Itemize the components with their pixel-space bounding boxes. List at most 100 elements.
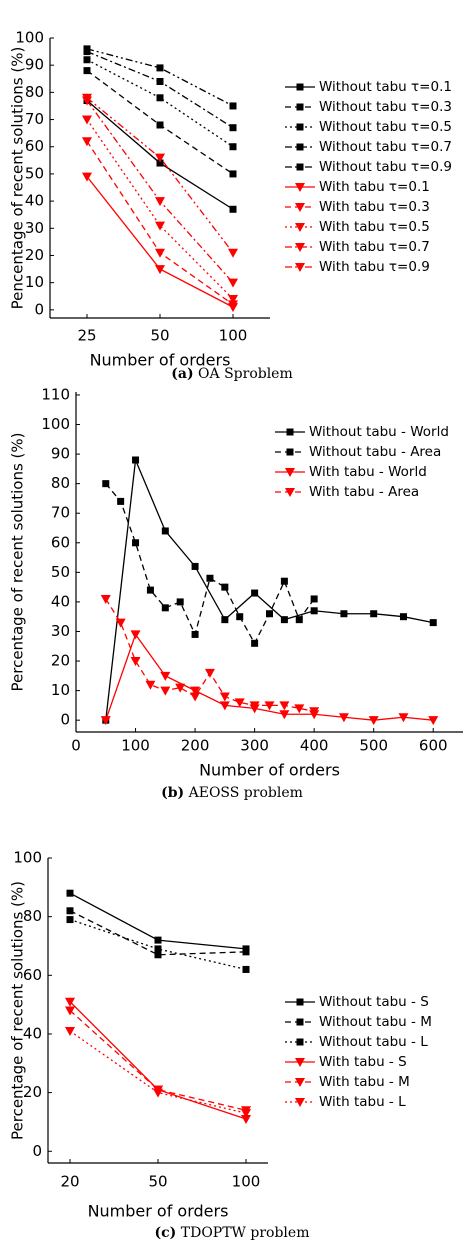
marker xyxy=(286,428,294,436)
caption-text: TDOPTW problem xyxy=(181,1225,310,1241)
y-tick-label: 20 xyxy=(51,652,70,670)
legend-label: With tabu - S xyxy=(319,1054,407,1070)
marker xyxy=(295,203,305,212)
marker xyxy=(310,595,318,603)
marker xyxy=(191,630,199,638)
marker xyxy=(234,698,245,708)
marker xyxy=(66,889,74,897)
marker xyxy=(295,616,303,624)
y-tick-label: 70 xyxy=(51,504,70,522)
marker xyxy=(241,1109,251,1119)
marker xyxy=(398,713,409,723)
chart: 0 10 20 30 40 50 60 70 80 90 100 25 50 100 Number of o… xyxy=(9,29,452,383)
y-tick-label: 80 xyxy=(25,83,44,101)
series-line xyxy=(69,910,247,956)
x-tick-label: 0 xyxy=(71,737,81,755)
series-line xyxy=(105,598,315,712)
marker xyxy=(219,692,230,702)
marker xyxy=(82,137,92,147)
marker xyxy=(338,713,349,723)
caption-label: (c) xyxy=(155,1225,177,1241)
marker xyxy=(83,45,91,53)
series-line xyxy=(86,97,234,254)
marker xyxy=(294,704,305,714)
legend-label: Without tabu τ=0.1 xyxy=(319,79,452,95)
legend-label: Without tabu τ=0.5 xyxy=(319,119,452,135)
marker xyxy=(310,607,318,615)
series-line xyxy=(86,50,234,129)
marker xyxy=(100,716,111,726)
y-tick-label: 0 xyxy=(60,711,70,729)
x-tick-label: 200 xyxy=(181,737,210,755)
caption: (b) AEOSS problem xyxy=(161,785,303,801)
marker xyxy=(295,263,305,272)
chart: 0 10 20 30 40 50 60 70 80 90 100 110 0 100 200 300 400 50… xyxy=(9,385,463,801)
marker xyxy=(221,583,229,591)
marker xyxy=(100,594,111,604)
series-line xyxy=(69,1030,247,1114)
series-line xyxy=(69,918,247,971)
marker xyxy=(66,907,74,915)
marker xyxy=(160,686,171,696)
legend-label: Without tabu - L xyxy=(319,1034,428,1050)
marker xyxy=(266,610,273,618)
marker xyxy=(117,497,125,505)
marker xyxy=(160,671,171,681)
marker xyxy=(295,223,305,232)
marker xyxy=(191,562,199,570)
x-tick-label: 300 xyxy=(240,737,269,755)
y-tick-label: 40 xyxy=(51,592,70,610)
y-tick-label: 40 xyxy=(23,1024,42,1042)
series-line xyxy=(69,1001,247,1120)
caption: (c) TDOPTW problem xyxy=(155,1225,310,1241)
marker xyxy=(102,480,110,488)
marker xyxy=(264,701,275,711)
marker xyxy=(296,83,304,91)
marker xyxy=(130,657,141,667)
y-axis-label: Percentage of recent solutions (%) xyxy=(9,432,27,691)
series-line xyxy=(86,59,234,148)
marker xyxy=(280,616,288,624)
marker xyxy=(130,630,141,640)
marker xyxy=(190,692,201,702)
x-tick-label: 50 xyxy=(150,327,169,345)
legend-label: With tabu τ=0.3 xyxy=(319,199,430,215)
legend-label: With tabu - L xyxy=(319,1094,406,1110)
marker xyxy=(229,205,237,213)
marker xyxy=(285,488,295,497)
marker xyxy=(155,221,165,231)
y-tick-label: 50 xyxy=(25,164,44,182)
marker xyxy=(279,710,290,720)
y-tick-label: 80 xyxy=(23,907,42,925)
marker xyxy=(155,248,165,258)
y-tick-label: 90 xyxy=(51,445,70,463)
marker xyxy=(155,197,165,207)
legend-label: Without tabu τ=0.3 xyxy=(319,99,452,115)
x-tick-label: 100 xyxy=(121,737,150,755)
y-tick-label: 50 xyxy=(51,563,70,581)
marker xyxy=(83,56,91,64)
marker xyxy=(295,243,305,252)
y-tick-label: 0 xyxy=(34,300,44,318)
legend-label: With tabu - World xyxy=(309,464,427,480)
marker xyxy=(219,701,230,711)
y-tick-label: 20 xyxy=(25,246,44,264)
marker xyxy=(296,143,304,151)
marker xyxy=(236,613,244,621)
marker xyxy=(279,701,290,711)
marker xyxy=(66,916,74,924)
y-tick-label: 100 xyxy=(13,849,42,867)
marker xyxy=(221,616,229,624)
y-tick-label: 30 xyxy=(25,219,44,237)
marker xyxy=(190,686,201,696)
series-line xyxy=(105,633,434,721)
x-tick-label: 400 xyxy=(300,737,329,755)
y-tick-label: 10 xyxy=(25,273,44,291)
y-tick-label: 0 xyxy=(32,1142,42,1160)
marker xyxy=(242,948,250,956)
y-tick-label: 100 xyxy=(41,415,70,433)
marker xyxy=(285,468,295,477)
marker xyxy=(175,683,186,693)
